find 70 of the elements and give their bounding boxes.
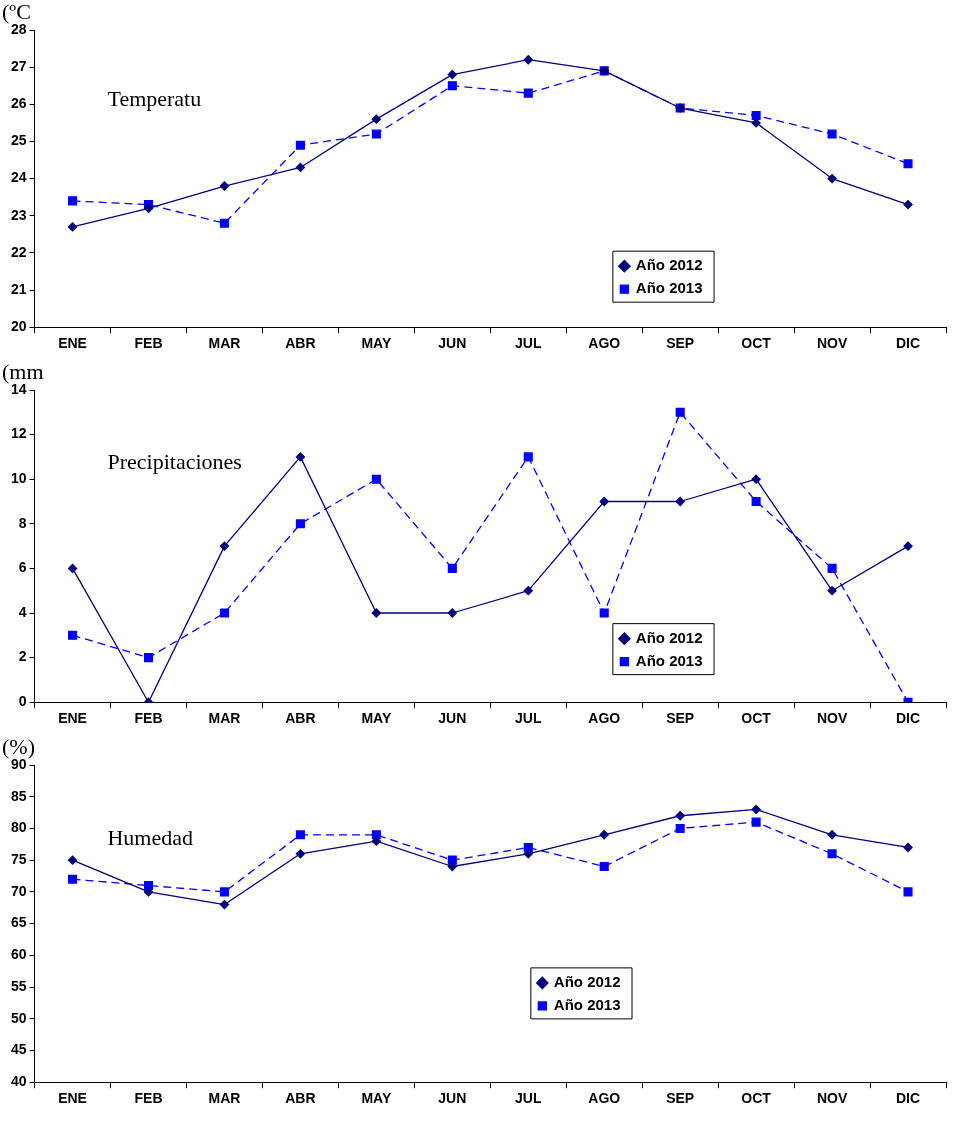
- legend-label: Año 2013: [635, 651, 703, 669]
- x-tick-label: JUN: [438, 335, 467, 352]
- x-tick-label: JUL: [515, 710, 542, 727]
- y-tick-label: 26: [10, 95, 27, 112]
- x-tick-label: DIC: [895, 335, 921, 352]
- y-tick-label: 40: [10, 1073, 27, 1090]
- x-tick-label: AGO: [588, 1090, 621, 1107]
- y-tick-label: 25: [10, 132, 27, 149]
- y-tick-label: 70: [10, 882, 27, 899]
- y-tick-label: 0: [18, 693, 27, 710]
- text: Precipitaciones: [107, 449, 242, 475]
- x-tick-label: ENE: [58, 710, 87, 727]
- x-tick-label: MAY: [361, 335, 392, 352]
- x-tick-label: OCT: [741, 335, 772, 352]
- x-tick-label: OCT: [741, 1090, 772, 1107]
- legend-label: Año 2012: [635, 628, 703, 646]
- x-tick-label: DIC: [895, 1090, 921, 1107]
- x-tick-label: OCT: [741, 710, 772, 727]
- x-tick-label: JUN: [438, 1090, 467, 1107]
- text: Temperatu: [107, 86, 202, 112]
- y-tick-label: 20: [10, 318, 27, 335]
- y-tick-label: 80: [10, 819, 27, 836]
- x-tick-label: FEB: [134, 335, 163, 352]
- x-tick-label: MAY: [361, 1090, 392, 1107]
- x-tick-label: JUL: [515, 335, 542, 352]
- legend-label: Año 2013: [635, 279, 703, 297]
- legend-label: Año 2012: [635, 256, 703, 274]
- y-tick-label: 12: [10, 425, 27, 442]
- y-tick-label: 65: [10, 914, 27, 931]
- x-tick-label: MAR: [208, 1090, 241, 1107]
- x-tick-label: NOV: [816, 335, 848, 352]
- x-tick-label: DIC: [895, 710, 921, 727]
- y-tick-label: 55: [10, 977, 27, 994]
- text: Humedad: [107, 825, 194, 851]
- x-tick-label: ABR: [285, 710, 316, 727]
- y-tick-label: 27: [10, 58, 27, 75]
- x-tick-label: FEB: [134, 1090, 163, 1107]
- y-tick-label: 8: [18, 514, 27, 531]
- x-tick-label: ENE: [58, 1090, 87, 1107]
- x-tick-label: MAR: [208, 710, 241, 727]
- y-tick-label: 45: [10, 1041, 27, 1058]
- y-tick-label: 4: [18, 603, 27, 620]
- legend-label: Año 2012: [553, 973, 621, 991]
- x-tick-label: SEP: [666, 710, 695, 727]
- y-tick-label: 23: [10, 206, 27, 223]
- x-tick-label: ENE: [58, 335, 87, 352]
- x-tick-label: AGO: [588, 710, 621, 727]
- x-tick-label: FEB: [134, 710, 163, 727]
- x-tick-label: ABR: [285, 335, 316, 352]
- x-tick-label: SEP: [666, 1090, 695, 1107]
- y-tick-label: 75: [10, 851, 27, 868]
- y-tick-label: 6: [18, 559, 27, 576]
- y-tick-label: 60: [10, 946, 27, 963]
- y-tick-label: 2: [18, 648, 27, 665]
- y-tick-label: 24: [10, 169, 27, 186]
- x-tick-label: ABR: [285, 1090, 316, 1107]
- y-tick-label: 22: [10, 243, 27, 260]
- y-tick-label: 21: [10, 280, 27, 297]
- x-tick-label: NOV: [816, 1090, 848, 1107]
- x-tick-label: SEP: [666, 335, 695, 352]
- x-tick-label: JUN: [438, 710, 467, 727]
- legend-label: Año 2013: [553, 996, 621, 1014]
- x-tick-label: AGO: [588, 335, 621, 352]
- x-tick-label: MAR: [208, 335, 241, 352]
- y-tick-label: 50: [10, 1009, 27, 1026]
- x-tick-label: JUL: [515, 1090, 542, 1107]
- x-tick-label: NOV: [816, 710, 848, 727]
- y-tick-label: 85: [10, 787, 27, 804]
- y-tick-label: 10: [10, 470, 27, 487]
- x-tick-label: MAY: [361, 710, 392, 727]
